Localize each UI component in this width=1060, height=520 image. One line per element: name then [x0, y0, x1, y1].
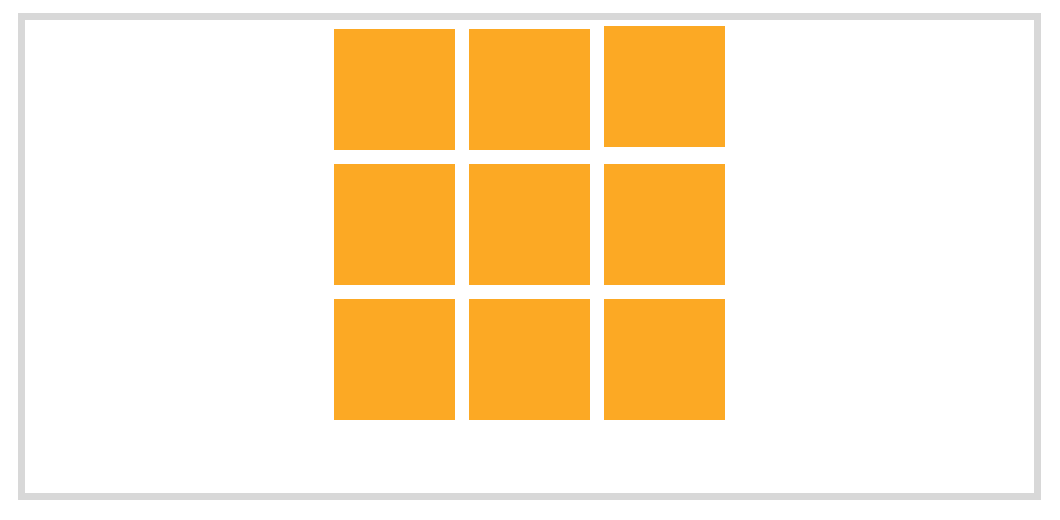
grid-tile	[604, 26, 725, 147]
grid-tile	[604, 164, 725, 285]
grid-tile	[604, 299, 725, 420]
grid-tile	[469, 164, 590, 285]
grid-tile	[334, 299, 455, 420]
grid-tile	[334, 29, 455, 150]
grid-tile	[469, 299, 590, 420]
grid-tile	[469, 29, 590, 150]
grid-tile	[334, 164, 455, 285]
